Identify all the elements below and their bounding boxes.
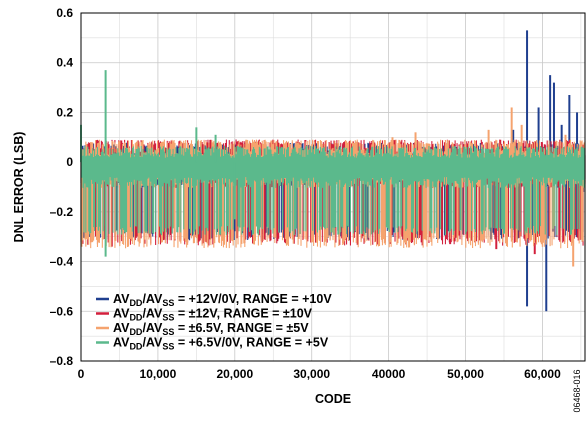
x-tick-label: 20,000: [216, 367, 253, 381]
x-tick-label: 50,000: [447, 367, 484, 381]
y-tick-label: –0.8: [50, 354, 74, 368]
y-tick-label: 0.2: [56, 105, 73, 119]
y-tick-label: 0.6: [56, 6, 73, 20]
legend-label-4: AVDD/AVSS = +6.5V/0V, RANGE = +5V: [113, 336, 329, 352]
x-tick-label: 0: [78, 367, 85, 381]
x-tick-label: 30,000: [293, 367, 330, 381]
x-tick-label: 40000: [372, 367, 406, 381]
legend-label-2: AVDD/AVSS = ±12V, RANGE = ±10V: [113, 307, 313, 323]
y-tick-label: –0.6: [50, 304, 74, 318]
x-axis-title: CODE: [315, 392, 351, 406]
series-4: [80, 70, 586, 257]
plot-frame: [80, 12, 586, 362]
y-axis-tick-labels: 0.6 0.4 0.2 0 –0.2 –0.4 –0.6 –0.8: [50, 6, 74, 368]
y-tick-label: 0.4: [56, 56, 73, 70]
series-4-noise: [80, 146, 586, 236]
y-tick-label: –0.4: [50, 255, 74, 269]
x-tick-label: 10,000: [140, 367, 177, 381]
y-axis-title: DNL ERROR (LSB): [12, 132, 26, 243]
legend-label-1: AVDD/AVSS = +12V/0V, RANGE = +10V: [113, 292, 332, 308]
legend-label-3: AVDD/AVSS = ±6.5V, RANGE = ±5V: [113, 321, 309, 337]
legend: AVDD/AVSS = +12V/0V, RANGE = +10VAVDD/AV…: [96, 292, 332, 352]
series-layer: [80, 30, 586, 312]
x-tick-label: 60,000: [524, 367, 561, 381]
figure-id: 06468-016: [572, 369, 582, 412]
y-tick-label: 0: [66, 155, 73, 169]
x-axis-tick-labels: 0 10,000 20,000 30,000 40000 50,000 60,000: [78, 367, 561, 381]
y-tick-label: –0.2: [50, 205, 74, 219]
